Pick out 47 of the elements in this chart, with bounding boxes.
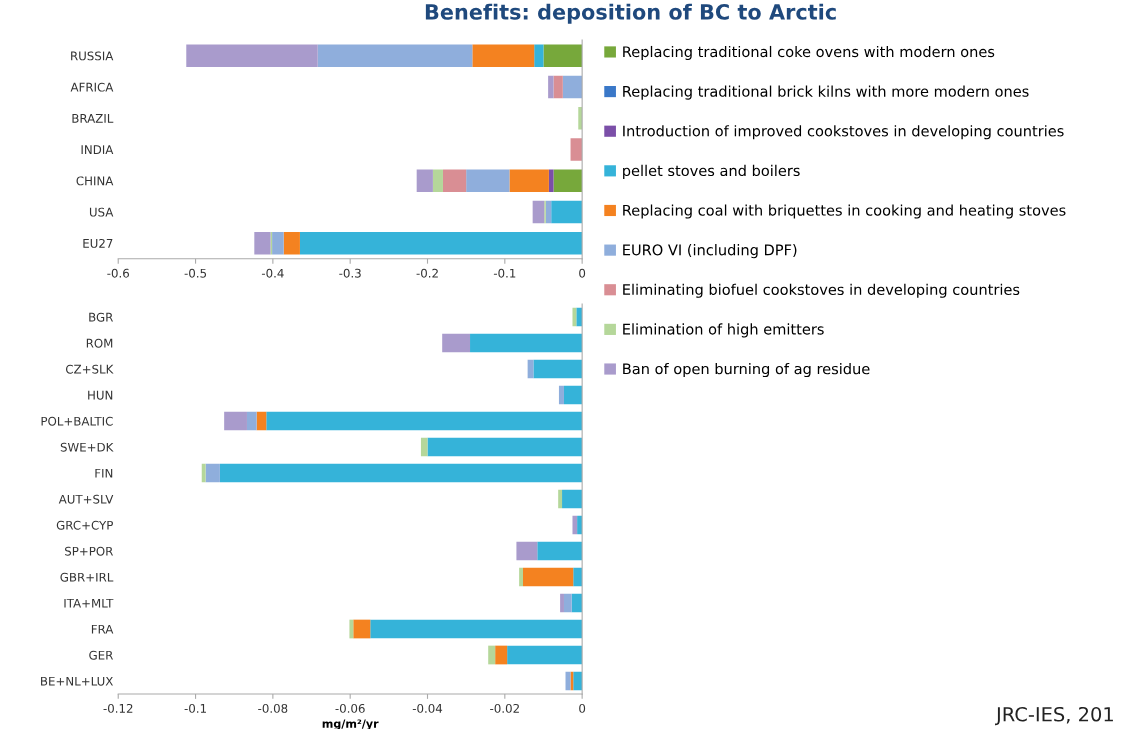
x-tick-label: -0.12: [103, 703, 133, 713]
y-tick-label: POL+BALTIC: [41, 416, 113, 426]
y-tick-label: EU27: [83, 238, 113, 248]
y-tick-label: AFRICA: [70, 82, 114, 92]
x-tick-label: -0.3: [339, 268, 361, 278]
y-tick-label: SP+POR: [65, 546, 114, 556]
y-tick-label: ROM: [86, 338, 113, 348]
text: JRC-IES, 201: [995, 706, 1113, 726]
y-tick-label: USA: [89, 207, 114, 217]
legend-label: Elimination of high emitters: [623, 323, 824, 338]
x-tick-label: -0.08: [258, 703, 288, 713]
y-tick-label: AUT+SLV: [58, 494, 114, 504]
y-tick-label: SWE+DK: [60, 442, 114, 452]
x-tick-label: -0.02: [490, 703, 519, 713]
y-tick-label: GER: [89, 650, 114, 660]
text: Benefits: deposition of BC to Arctic: [425, 3, 836, 24]
x-tick-label: -0.2: [416, 268, 438, 278]
y-tick-label: HUN: [88, 390, 113, 400]
y-tick-label: BE+NL+LUX: [41, 676, 113, 686]
x-tick-label: 0: [579, 268, 586, 278]
y-tick-label: GBR+IRL: [60, 572, 114, 582]
y-tick-label: FRA: [91, 624, 114, 634]
x-tick-label: -0.04: [412, 703, 443, 713]
legend-label: Eliminating biofuel cookstoves in developing countries: [623, 283, 1020, 298]
y-tick-label: BRAZIL: [72, 114, 114, 123]
y-tick-label: ITA+MLT: [64, 598, 114, 608]
y-tick-label: RUSSIA: [71, 51, 114, 61]
y-tick-label: CZ+SLK: [65, 364, 114, 374]
legend-label: Replacing traditional coke ovens with modern ones: [623, 45, 995, 61]
y-tick-label: GRC+CYP: [56, 520, 113, 530]
x-tick-label: -0.6: [107, 268, 129, 278]
x-tick-label: -0.06: [335, 703, 365, 713]
x-tick-label: -0.4: [261, 268, 284, 278]
legend-label: pellet stoves and boilers: [623, 164, 800, 179]
legend-label: Replacing coal with briquettes in cooking and heating stoves: [623, 204, 1066, 219]
x-tick-label: -0.1: [493, 268, 516, 278]
y-tick-label: INDIA: [81, 145, 114, 154]
legend-label: Ban of open burning of ag residue: [623, 363, 870, 378]
y-tick-label: BGR: [89, 312, 114, 322]
y-tick-label: FIN: [95, 468, 113, 478]
legend-label: Replacing traditional brick kilns with more modern ones: [623, 85, 1029, 100]
x-tick-label: -0.1: [184, 703, 206, 713]
x-tick-label: -0.5: [184, 268, 207, 278]
y-tick-label: CHINA: [76, 176, 114, 186]
legend-label: EURO VI (including DPF): [623, 244, 797, 259]
x-tick-label: 0: [579, 703, 586, 713]
legend-label: Introduction of improved cookstoves in developing countries: [623, 125, 1064, 140]
